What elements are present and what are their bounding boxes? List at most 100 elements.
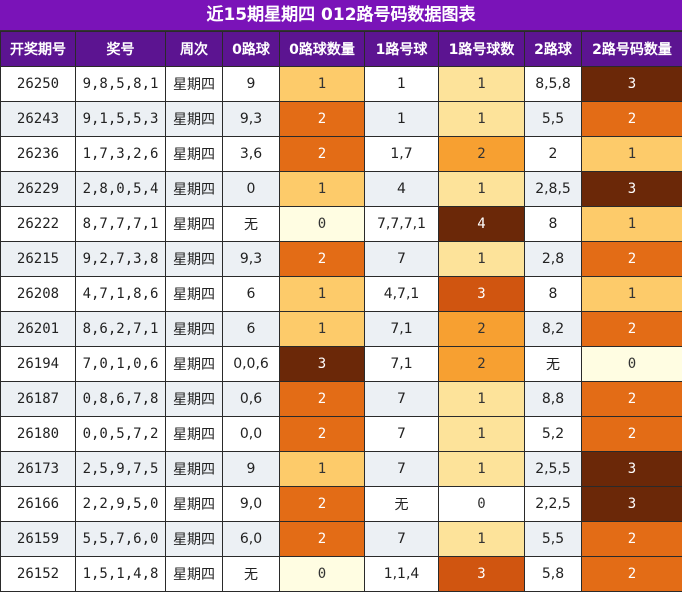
cell-issue: 26194 <box>1 347 76 382</box>
cell-weekday: 星期四 <box>166 522 223 557</box>
cell-weekday: 星期四 <box>166 452 223 487</box>
cell-road2: 2 <box>525 137 582 172</box>
cell-weekday: 星期四 <box>166 172 223 207</box>
cell-road2: 8 <box>525 277 582 312</box>
header-road0: 0路球 <box>223 32 280 67</box>
cell-issue: 26187 <box>1 382 76 417</box>
cell-road1: 1,1,4 <box>365 557 439 592</box>
cell-road1-count: 1 <box>439 67 525 102</box>
cell-road2: 2,8,5 <box>525 172 582 207</box>
cell-numbers: 8,6,2,7,1 <box>76 312 166 347</box>
data-table: 开奖期号 奖号 周次 0路球 0路球数量 1路号球 1路号球数 2路球 2路号码… <box>0 31 682 592</box>
header-road0-count: 0路球数量 <box>280 32 365 67</box>
cell-issue: 26166 <box>1 487 76 522</box>
cell-road1-count: 0 <box>439 487 525 522</box>
cell-road0-count: 2 <box>280 137 365 172</box>
cell-road2: 5,8 <box>525 557 582 592</box>
cell-weekday: 星期四 <box>166 67 223 102</box>
page-title: 近15期星期四 012路号码数据图表 <box>0 0 682 31</box>
cell-road2-count: 2 <box>582 312 682 347</box>
cell-issue: 26173 <box>1 452 76 487</box>
cell-road0-count: 2 <box>280 522 365 557</box>
cell-issue: 26222 <box>1 207 76 242</box>
cell-numbers: 4,7,1,8,6 <box>76 277 166 312</box>
cell-weekday: 星期四 <box>166 312 223 347</box>
cell-road1-count: 1 <box>439 172 525 207</box>
cell-road2: 5,5 <box>525 522 582 557</box>
header-road1-count: 1路号球数 <box>439 32 525 67</box>
cell-weekday: 星期四 <box>166 382 223 417</box>
cell-numbers: 2,2,9,5,0 <box>76 487 166 522</box>
cell-issue: 26208 <box>1 277 76 312</box>
cell-weekday: 星期四 <box>166 487 223 522</box>
cell-weekday: 星期四 <box>166 207 223 242</box>
cell-road0-count: 1 <box>280 452 365 487</box>
cell-road2-count: 2 <box>582 522 682 557</box>
cell-road1-count: 4 <box>439 207 525 242</box>
cell-road1: 1,7 <box>365 137 439 172</box>
cell-numbers: 2,8,0,5,4 <box>76 172 166 207</box>
cell-road1: 7,1 <box>365 312 439 347</box>
cell-road0: 0,0,6 <box>223 347 280 382</box>
cell-road0-count: 0 <box>280 557 365 592</box>
cell-road1: 1 <box>365 102 439 137</box>
cell-road1-count: 3 <box>439 557 525 592</box>
cell-road1-count: 2 <box>439 312 525 347</box>
cell-road0: 9,3 <box>223 242 280 277</box>
header-row: 开奖期号 奖号 周次 0路球 0路球数量 1路号球 1路号球数 2路球 2路号码… <box>1 32 682 67</box>
cell-road1-count: 1 <box>439 522 525 557</box>
cell-road0-count: 3 <box>280 347 365 382</box>
cell-numbers: 0,0,5,7,2 <box>76 417 166 452</box>
cell-road2: 8,2 <box>525 312 582 347</box>
cell-road1-count: 1 <box>439 102 525 137</box>
cell-road0-count: 2 <box>280 102 365 137</box>
cell-numbers: 7,0,1,0,6 <box>76 347 166 382</box>
cell-road2-count: 3 <box>582 487 682 522</box>
cell-issue: 26236 <box>1 137 76 172</box>
cell-numbers: 5,5,7,6,0 <box>76 522 166 557</box>
cell-road0-count: 1 <box>280 172 365 207</box>
cell-road0: 无 <box>223 557 280 592</box>
header-road2-count: 2路号码数量 <box>582 32 682 67</box>
cell-road0-count: 1 <box>280 277 365 312</box>
cell-road0-count: 0 <box>280 207 365 242</box>
cell-road0: 无 <box>223 207 280 242</box>
cell-weekday: 星期四 <box>166 277 223 312</box>
cell-road1: 4,7,1 <box>365 277 439 312</box>
cell-road1: 7,1 <box>365 347 439 382</box>
cell-issue: 26152 <box>1 557 76 592</box>
cell-road0-count: 2 <box>280 242 365 277</box>
cell-issue: 26215 <box>1 242 76 277</box>
cell-road2-count: 1 <box>582 207 682 242</box>
header-numbers: 奖号 <box>76 32 166 67</box>
cell-road2: 8,5,8 <box>525 67 582 102</box>
cell-road1-count: 2 <box>439 137 525 172</box>
cell-road2: 2,2,5 <box>525 487 582 522</box>
cell-numbers: 0,8,6,7,8 <box>76 382 166 417</box>
cell-road0: 6 <box>223 277 280 312</box>
header-issue: 开奖期号 <box>1 32 76 67</box>
cell-issue: 26180 <box>1 417 76 452</box>
cell-issue: 26243 <box>1 102 76 137</box>
cell-road2-count: 3 <box>582 67 682 102</box>
cell-road2-count: 2 <box>582 557 682 592</box>
cell-road1: 无 <box>365 487 439 522</box>
cell-road1: 4 <box>365 172 439 207</box>
cell-road1-count: 1 <box>439 242 525 277</box>
cell-road0: 0,6 <box>223 382 280 417</box>
cell-road2: 2,5,5 <box>525 452 582 487</box>
header-road1: 1路号球 <box>365 32 439 67</box>
cell-road1-count: 3 <box>439 277 525 312</box>
cell-road1: 7 <box>365 242 439 277</box>
